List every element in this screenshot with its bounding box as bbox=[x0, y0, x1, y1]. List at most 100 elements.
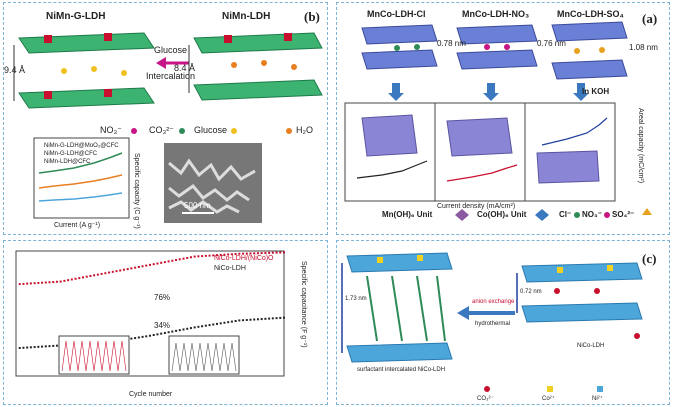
panel-b-right-title: NiMn-LDH bbox=[222, 11, 271, 22]
data-point bbox=[41, 345, 44, 348]
panel-c-spacing-left: 1.73 nm bbox=[345, 296, 367, 302]
panel-b-legend-4: H₂O bbox=[296, 125, 313, 135]
data-point bbox=[70, 278, 73, 281]
data-point bbox=[189, 256, 192, 259]
data-point bbox=[238, 252, 241, 255]
data-point bbox=[134, 337, 137, 340]
panel-d-ylabel: Specific capacitance (F g⁻¹) bbox=[300, 261, 307, 348]
panel-c-legend-3: Ni²⁺ bbox=[592, 396, 603, 402]
panel-b-chart-legend-2: NiMn-G-LDH@CFC bbox=[44, 151, 98, 157]
data-point bbox=[156, 333, 159, 336]
panel-c-legend-1: CO₃²⁻ bbox=[477, 396, 494, 402]
panel-a-spacing-no3: 0.76 nm bbox=[537, 39, 566, 48]
data-point bbox=[283, 316, 285, 319]
data-point bbox=[271, 251, 274, 254]
data-point bbox=[130, 337, 133, 340]
panel-a-in-koh: In KOH bbox=[582, 87, 610, 96]
data-point bbox=[245, 252, 248, 255]
panel-a-spacing-so4: 1.08 nm bbox=[629, 43, 658, 52]
panel-c: (c) 1.73 nm 0.72 nm anion exchange hydro… bbox=[336, 240, 670, 405]
panel-c-bottom-right: NiCo-LDH bbox=[577, 343, 605, 349]
data-point bbox=[264, 251, 267, 254]
panel-b-legend-2: CO₃²⁻ bbox=[149, 125, 174, 135]
panel-a-legend-cl: Cl⁻ bbox=[559, 210, 572, 219]
panel-b-arrow-text-1: Glucose bbox=[154, 45, 188, 55]
data-point bbox=[230, 320, 233, 323]
panel-b-chart-legend-3: NiMn-LDH@CFC bbox=[44, 159, 91, 165]
panel-d-chart bbox=[15, 250, 285, 377]
data-point bbox=[201, 325, 204, 328]
data-point bbox=[268, 317, 271, 320]
data-point bbox=[26, 346, 29, 349]
data-point bbox=[55, 344, 58, 347]
data-point bbox=[167, 260, 170, 263]
data-point bbox=[256, 252, 259, 255]
data-point bbox=[126, 268, 129, 271]
data-point bbox=[96, 273, 99, 276]
data-point bbox=[186, 327, 189, 330]
data-point bbox=[160, 332, 163, 335]
data-point bbox=[41, 281, 44, 284]
panel-c-label: (c) bbox=[642, 251, 657, 266]
data-point bbox=[175, 259, 178, 262]
panel-b-scalebar: 500 nm bbox=[184, 201, 211, 210]
data-point bbox=[234, 320, 237, 323]
data-point bbox=[145, 335, 148, 338]
data-point bbox=[18, 346, 21, 349]
data-point bbox=[100, 272, 103, 275]
panel-b: (b) NiMn-G-LDH NiMn-LDH 9.4 Å 8.4 Å bbox=[3, 2, 328, 235]
panel-b-xlabel: Current (A g⁻¹) bbox=[54, 222, 101, 229]
data-point bbox=[204, 254, 207, 257]
panel-b-left-title: NiMn-G-LDH bbox=[46, 11, 106, 22]
data-point bbox=[197, 325, 200, 328]
panel-a: (a) MnCo-LDH-Cl MnCo-LDH-NO₃ MnCo-LDH-SO… bbox=[336, 2, 670, 235]
data-point bbox=[253, 318, 256, 321]
data-point bbox=[182, 328, 185, 331]
data-point bbox=[115, 270, 118, 273]
panel-d-legend-2: NiCo-LDH bbox=[214, 265, 246, 272]
data-point bbox=[163, 331, 166, 334]
panel-d: NiCo-LDH/(NiCo)O NiCo-LDH 76% 34% Cycle … bbox=[3, 240, 328, 405]
data-point bbox=[37, 345, 40, 348]
data-point bbox=[242, 319, 245, 322]
panel-b-arrow-text-2: Intercalation bbox=[146, 71, 196, 81]
data-point bbox=[268, 251, 271, 254]
data-point bbox=[26, 282, 29, 285]
data-point bbox=[193, 326, 196, 329]
data-point bbox=[48, 281, 51, 284]
panel-b-chart-legend-1: NiMn-G-LDH@MoO₃@CFC bbox=[44, 143, 119, 149]
data-point bbox=[260, 318, 263, 321]
data-point bbox=[238, 319, 241, 322]
panel-b-right-spacing: 8.4 Å bbox=[174, 63, 196, 73]
data-point bbox=[216, 322, 218, 325]
panel-c-arrow-text-1: anion exchange bbox=[472, 299, 515, 305]
data-point bbox=[279, 316, 282, 319]
data-point bbox=[29, 346, 32, 349]
data-point bbox=[149, 263, 151, 266]
data-point bbox=[249, 252, 252, 255]
data-point bbox=[212, 323, 215, 326]
data-point bbox=[242, 252, 245, 255]
panel-b-scheme bbox=[13, 32, 323, 223]
panel-a-title-cl: MnCo-LDH-Cl bbox=[367, 9, 426, 19]
data-point bbox=[152, 263, 155, 266]
data-point bbox=[186, 256, 189, 259]
data-point bbox=[264, 317, 267, 320]
data-point bbox=[93, 274, 96, 277]
panel-a-xlabel: Current density (mA/cm²) bbox=[437, 203, 516, 210]
data-point bbox=[219, 322, 222, 325]
panel-a-label: (a) bbox=[642, 11, 658, 26]
data-point bbox=[227, 253, 230, 256]
panel-c-legend-2: Co²⁺ bbox=[542, 396, 555, 402]
data-point bbox=[171, 330, 174, 333]
panel-a-legend-co: Co(OH)₆ Unit bbox=[477, 210, 527, 219]
panel-c-bottom-left: surfactant intercalated NiCo-LDH bbox=[357, 367, 446, 373]
data-point bbox=[216, 254, 218, 257]
data-point bbox=[156, 262, 159, 265]
data-point bbox=[167, 331, 170, 334]
panel-b-legend-3: Glucose bbox=[194, 125, 228, 135]
data-point bbox=[63, 279, 66, 282]
data-point bbox=[22, 282, 25, 285]
data-point bbox=[175, 329, 178, 332]
panel-b-left-spacing: 9.4 Å bbox=[4, 65, 26, 75]
